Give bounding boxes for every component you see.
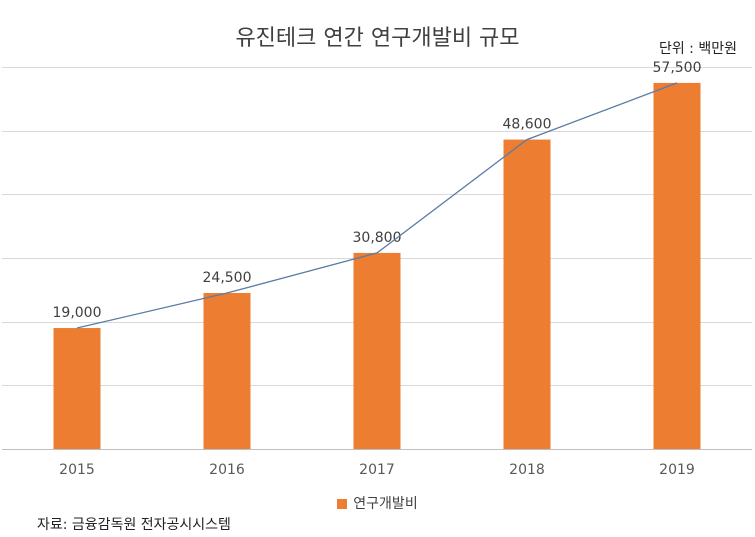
chart-title: 유진테크 연간 연구개발비 규모 (235, 26, 520, 51)
bar (53, 328, 101, 449)
legend-label: 연구개발비 (353, 496, 418, 512)
bar (653, 82, 701, 450)
legend: 연구개발비 (0, 493, 755, 513)
bar (503, 139, 551, 449)
trend-line (76, 82, 678, 329)
data-label: 57,500 (653, 60, 702, 76)
x-tick-label: 2018 (509, 462, 545, 478)
source-note: 자료: 금융감독원 전자공시시스템 (37, 517, 231, 533)
x-tick-label: 2019 (659, 462, 695, 478)
x-tick-label: 2017 (359, 462, 395, 478)
unit-label: 단위 : 백만원 (658, 41, 737, 57)
legend-swatch (337, 499, 348, 509)
x-tick-label: 2015 (59, 462, 95, 478)
data-label: 24,500 (203, 270, 252, 286)
bar (353, 252, 401, 449)
data-label: 48,600 (503, 117, 552, 133)
data-label: 19,000 (53, 305, 102, 321)
bar (203, 293, 251, 449)
data-label: 30,800 (353, 230, 402, 246)
x-tick-label: 2016 (209, 462, 245, 478)
